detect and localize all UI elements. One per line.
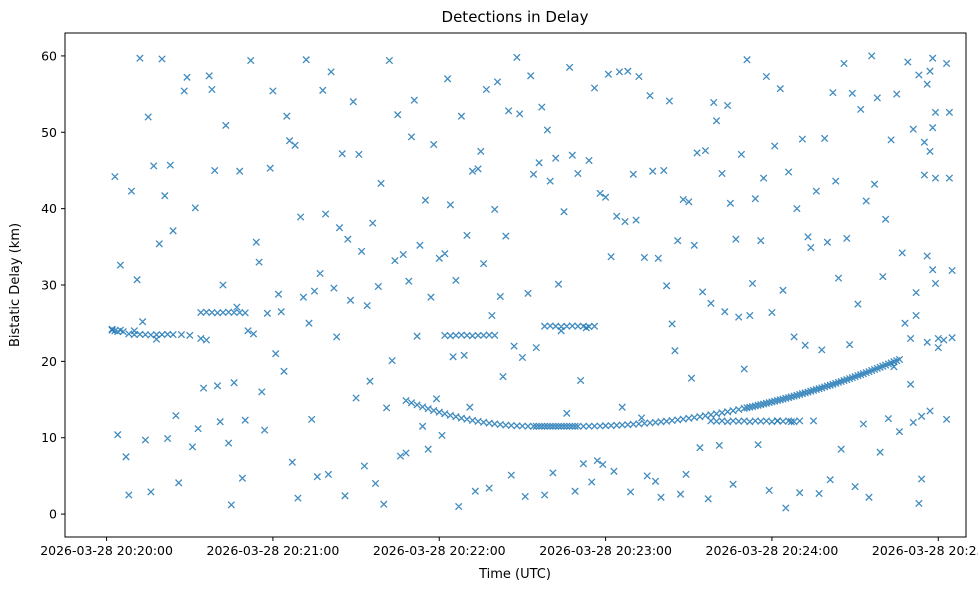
series-flat-track-12km — [707, 417, 804, 426]
plot-area — [65, 33, 966, 537]
axes-spines — [64, 32, 967, 538]
series-background-detections — [108, 52, 956, 512]
x-tick-label: 2026-03-28 20:22:00 — [373, 543, 506, 558]
y-tick-label: 50 — [41, 125, 57, 140]
y-axis-label: Bistatic Delay (km) — [8, 223, 23, 347]
y-tick-label: 40 — [41, 201, 57, 216]
y-tick-label: 0 — [49, 507, 57, 522]
y-tick-label: 60 — [41, 48, 57, 63]
x-axis-label: Time (UTC) — [478, 567, 551, 582]
y-tick-label: 30 — [41, 278, 57, 293]
scatter-points — [108, 52, 956, 512]
y-tick-label: 20 — [41, 354, 57, 369]
x-tick-label: 2026-03-28 20:20:00 — [40, 543, 173, 558]
x-tick-label: 2026-03-28 20:25:00 — [872, 543, 978, 558]
chart-title: Detections in Delay — [442, 8, 589, 26]
x-tick-label: 2026-03-28 20:23:00 — [539, 543, 672, 558]
x-tick-label: 2026-03-28 20:21:00 — [207, 543, 340, 558]
series-target-track — [402, 355, 904, 430]
x-axis-ticks: 2026-03-28 20:20:00 2026-03-28 20:21:00 20… — [40, 537, 978, 558]
y-tick-label: 10 — [41, 430, 57, 445]
x-tick-label: 2026-03-28 20:24:00 — [706, 543, 839, 558]
y-axis-ticks: 0 10 20 30 40 50 60 — [41, 48, 65, 522]
